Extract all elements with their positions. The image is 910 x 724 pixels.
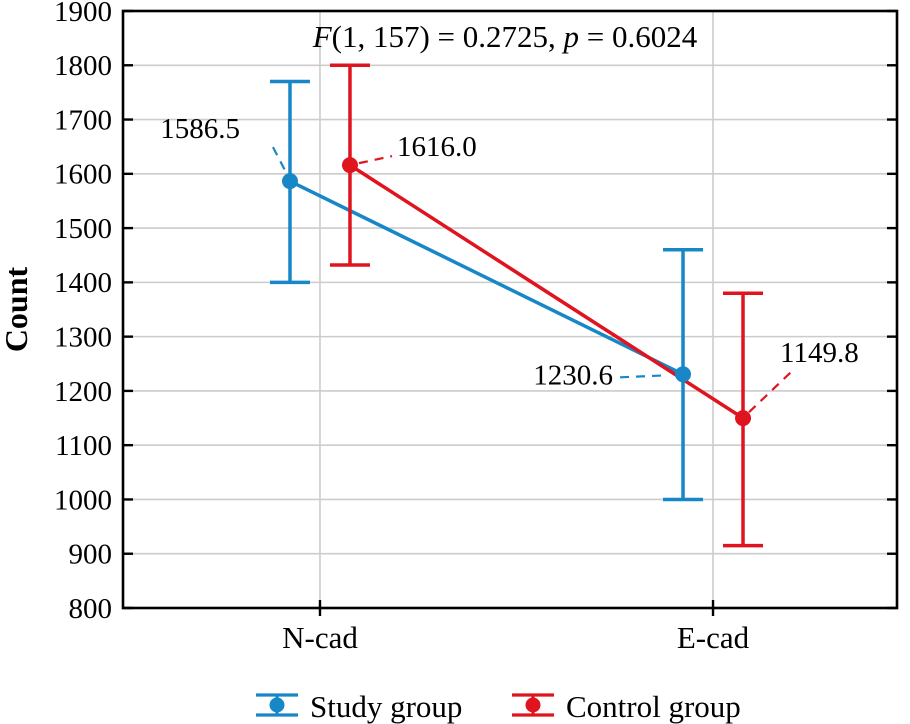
y-tick-label: 1300 [54,321,112,353]
y-tick-label: 1200 [54,376,112,408]
legend-marker-icon [525,697,541,713]
legend-label: Study group [310,689,462,724]
y-tick-label: 1500 [54,213,112,245]
label-leader-line [748,369,794,413]
series-markers-control-group [341,157,752,427]
y-tick-label: 1400 [54,267,112,299]
legend: Study group Control group [256,689,741,724]
plot-frame [121,9,899,610]
data-point-label: 1616.0 [397,131,477,163]
y-tick-label: 1100 [55,430,112,462]
legend-item-study-group: Study group [256,689,462,724]
data-point [675,366,692,383]
stat-annotation-part: (1, 157) = 0.2725, [332,19,564,54]
axis-ticks: 800 900 1000 1100 1200 1300 1400 1500 1600 1700 18… [54,0,897,655]
y-tick-label: 1800 [54,50,112,82]
label-leader-line [619,374,668,379]
series-line [289,179,684,376]
stat-annotation-part: = 0.6024 [579,19,698,54]
y-tick-label: 1900 [54,0,112,28]
data-point-label: 1149.8 [780,337,859,369]
data-point-label: 1230.6 [533,359,613,391]
y-tick-label: 900 [69,539,113,571]
y-axis-title: Count [0,266,34,352]
data-point [281,173,298,190]
gridlines [123,11,897,608]
data-point [735,410,752,427]
stat-annotation-part: p [562,19,580,54]
series-markers-study-group [281,173,692,383]
stat-annotation-part: F [312,19,333,54]
x-category-label: E-cad [677,620,750,655]
y-tick-label: 800 [69,593,113,625]
stat-annotation: F(1, 157) = 0.2725, p = 0.6024 [312,19,698,54]
y-tick-label: 1700 [54,104,112,136]
y-tick-label: 1000 [54,484,112,516]
label-leader-line [358,155,393,165]
series-study-group [269,79,704,502]
x-category-label: N-cad [282,620,358,655]
y-tick-label: 1600 [54,159,112,191]
data-point-label: 1586.5 [160,113,240,145]
legend-label: Control group [566,689,741,724]
legend-item-control-group: Control group [512,689,741,724]
label-leader-line [272,146,287,173]
data-point [341,157,358,174]
legend-marker-icon [269,697,285,713]
